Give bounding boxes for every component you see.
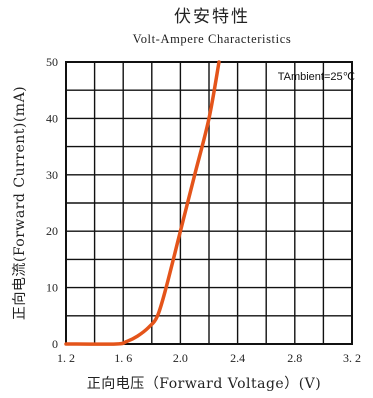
chart-subtitle: Volt-Ampere Characteristics [133, 32, 292, 46]
x-tick-label: 1. 6 [114, 351, 132, 365]
x-tick-label: 2.0 [173, 351, 188, 365]
x-tick-label: 2.4 [230, 351, 245, 365]
x-axis-label: 正向电压（Forward Voltage）(V) [87, 376, 322, 392]
y-tick-label: 50 [46, 55, 58, 69]
y-tick-label: 0 [52, 337, 58, 351]
series-line [64, 60, 221, 346]
y-tick-label: 10 [46, 281, 58, 295]
x-tick-label: 2.8 [287, 351, 302, 365]
grid [66, 62, 352, 344]
y-tick-label: 30 [46, 168, 58, 182]
y-tick-label: 20 [46, 224, 58, 238]
x-tick-label: 1. 2 [57, 351, 75, 365]
x-tick-label: 3. 2 [343, 351, 361, 365]
y-axis-label: 正向电流(Forward Current)(mA) [12, 86, 28, 320]
chart-title: 伏安特性 [174, 7, 250, 27]
y-tick-labels: 0 10 20 30 40 50 [46, 55, 58, 351]
plot-frame [65, 61, 353, 345]
x-tick-labels: 1. 2 1. 6 2.0 2.4 2.8 3. 2 [57, 351, 361, 365]
ambient-annotation: TAmbient=25℃ [278, 71, 355, 83]
y-tick-label: 40 [46, 111, 58, 125]
